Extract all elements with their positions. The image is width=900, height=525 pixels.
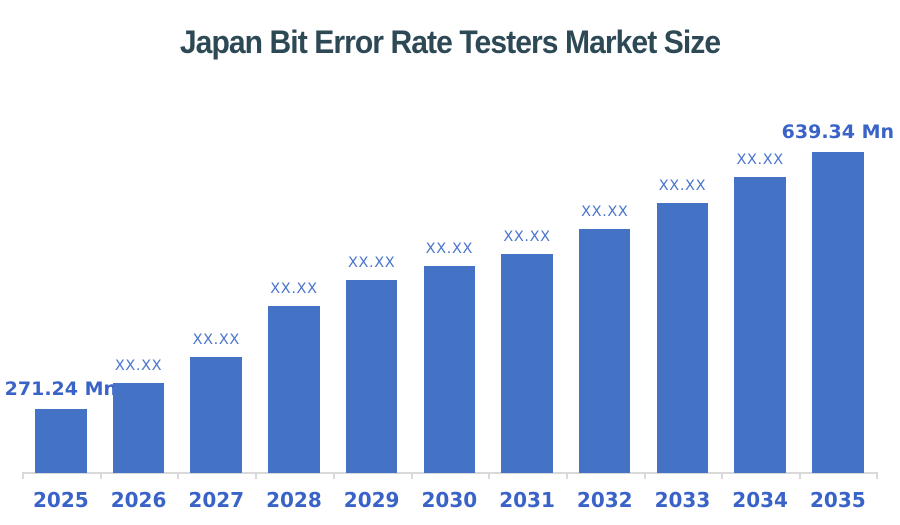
axis-tick — [99, 474, 102, 479]
bar-group-2029: XX.XX 2029 — [333, 0, 411, 525]
bar-value-label: 271.24 Mn — [4, 378, 118, 400]
axis-tick — [22, 474, 24, 479]
bar-2032 — [578, 229, 631, 473]
bar-group-2028: XX.XX 2028 — [255, 0, 333, 525]
axis-tick — [255, 474, 258, 479]
axis-tick — [410, 474, 413, 479]
bar-group-2031: XX.XX 2031 — [488, 0, 566, 525]
bar-2035 — [812, 152, 864, 473]
x-tick-label-2030: 2030 — [421, 488, 478, 512]
bar-value-label: XX.XX — [192, 332, 240, 348]
bar-2031 — [501, 254, 553, 473]
bar-value-label: XX.XX — [114, 358, 163, 374]
plot-area: 271.24 Mn 2025 XX.XX 2026 XX.XX 2027 XX.… — [5, 0, 894, 525]
bar-value-label: XX.XX — [658, 178, 707, 194]
bar-value-label: XX.XX — [503, 229, 551, 245]
axis-tick — [876, 474, 878, 479]
x-tick-label-2025: 2025 — [33, 488, 89, 512]
axis-tick — [721, 474, 724, 479]
bar-value-label: 639.34 Mn — [781, 121, 895, 143]
bar-value-label: XX.XX — [425, 241, 474, 257]
bar-value-label: XX.XX — [736, 152, 784, 168]
bar-value-label: XX.XX — [347, 255, 396, 271]
axis-tick — [332, 474, 335, 479]
bar-2028 — [268, 306, 320, 473]
bar-value-label: XX.XX — [581, 204, 629, 220]
x-tick-label-2027: 2027 — [188, 488, 245, 512]
bar-value-label: XX.XX — [270, 281, 318, 297]
x-tick-label-2031: 2031 — [499, 488, 555, 512]
x-tick-label-2029: 2029 — [343, 488, 400, 512]
bar-group-2027: XX.XX 2027 — [177, 0, 255, 525]
bar-2029 — [345, 280, 398, 473]
bar-2025 — [35, 409, 87, 473]
x-tick-label-2035: 2035 — [810, 488, 866, 512]
bar-2033 — [656, 203, 709, 473]
axis-tick — [643, 474, 646, 479]
bar-group-2033: XX.XX 2033 — [644, 0, 722, 525]
axis-tick — [799, 474, 801, 479]
bar-group-2032: XX.XX 2032 — [566, 0, 644, 525]
bar-2027 — [190, 357, 242, 473]
x-tick-label-2028: 2028 — [266, 488, 322, 512]
bar-2026 — [112, 383, 165, 473]
x-tick-label-2026: 2026 — [110, 488, 167, 512]
x-tick-label-2034: 2034 — [732, 488, 788, 512]
bar-group-2035: 639.34 Mn 2035 — [782, 0, 894, 525]
axis-tick — [565, 474, 568, 479]
bar-group-2025: 271.24 Mn 2025 — [5, 0, 117, 525]
axis-tick — [177, 474, 180, 479]
chart-title: Japan Bit Error Rate Testers Market Size — [179, 24, 721, 60]
axis-tick — [488, 474, 491, 479]
x-tick-label-2032: 2032 — [576, 488, 633, 512]
bar-group-2030: XX.XX 2030 — [411, 0, 489, 525]
x-tick-label-2033: 2033 — [654, 488, 711, 512]
x-axis-line — [22, 472, 878, 479]
bar-group-2034: XX.XX 2034 — [721, 0, 799, 525]
bar-group-2026: XX.XX 2026 — [100, 0, 178, 525]
bar-2034 — [734, 177, 786, 473]
bar-2030 — [423, 266, 475, 473]
